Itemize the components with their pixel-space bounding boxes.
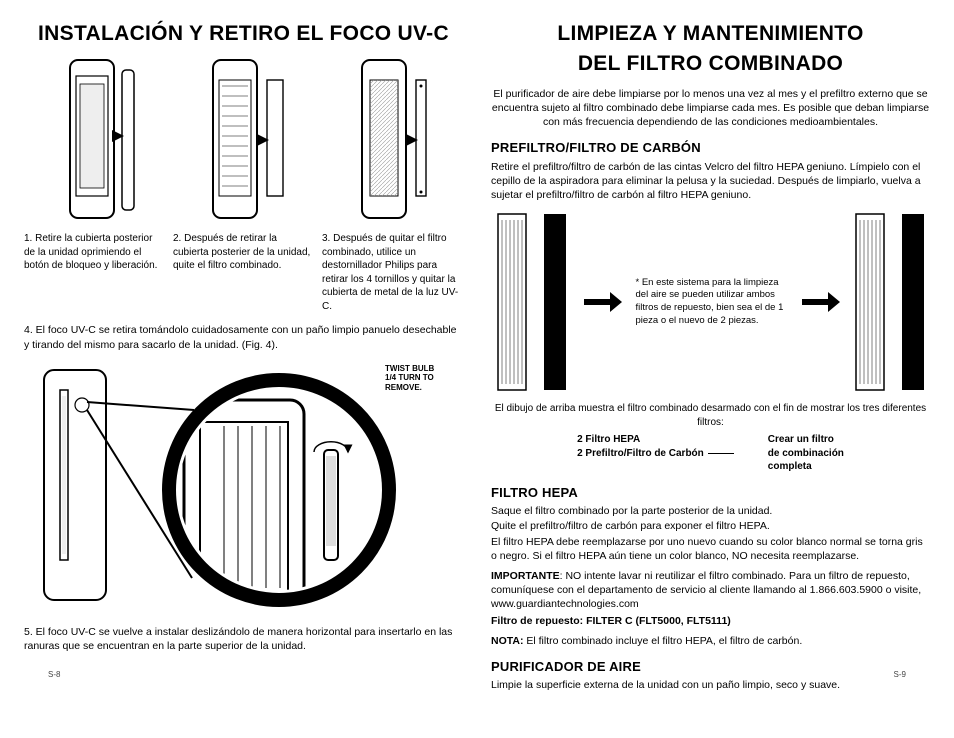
figure-4: TWIST BULB 1/4 TURN TO REMOVE.: [24, 360, 463, 625]
p-hepa2: Quite el prefiltro/filtro de carbón para…: [491, 519, 930, 533]
h-hepa: FILTRO HEPA: [491, 484, 930, 502]
p-purif: Limpie la superficie externa de la unida…: [491, 678, 930, 692]
combo-a2: 2 Prefiltro/Filtro de Carbón: [577, 447, 738, 461]
right-title-2: DEL FILTRO COMBINADO: [491, 50, 930, 78]
combo-b1: Crear un filtro: [768, 433, 844, 447]
twist-label: TWIST BULB 1/4 TURN TO REMOVE.: [385, 364, 445, 393]
filter-hepa-icon: [854, 212, 886, 392]
step-2-text: 2. Después de retirar la cubierta poster…: [173, 232, 314, 273]
p-hepa3: El filtro HEPA debe reemplazarse por uno…: [491, 535, 930, 563]
combo-caption: El dibujo de arriba muestra el filtro co…: [491, 402, 930, 429]
filter-carbon-icon: [542, 212, 568, 392]
step-5-text: 5. El foco UV-C se vuelve a instalar des…: [24, 625, 463, 653]
step-1-text: 1. Retire la cubierta posterior de la un…: [24, 232, 165, 273]
combo-a1: 2 Filtro HEPA: [577, 433, 738, 447]
h-purif: PURIFICADOR DE AIRE: [491, 658, 930, 676]
h-prefiltro: PREFILTRO/FILTRO DE CARBÓN: [491, 139, 930, 157]
intro-text: El purificador de aire debe limpiarse po…: [491, 87, 930, 130]
right-title-1: LIMPIEZA Y MANTENIMIENTO: [491, 20, 930, 48]
p-hepa1: Saque el filtro combinado por la parte p…: [491, 504, 930, 518]
page-num-right: S-9: [894, 670, 906, 681]
nota: NOTA: El filtro combinado incluye el fil…: [491, 634, 930, 648]
figure-4-svg: [24, 360, 444, 620]
important-note: IMPORTANTE: NO intente lavar ni reutiliz…: [491, 569, 930, 612]
tower-icon-3: [338, 56, 448, 226]
page-num-left: S-8: [48, 670, 60, 681]
step-2: 2. Después de retirar la cubierta poster…: [173, 56, 314, 313]
steps-row: 1. Retire la cubierta posterior de la un…: [24, 56, 463, 313]
step-1: 1. Retire la cubierta posterior de la un…: [24, 56, 165, 313]
step-3-text: 3. Después de quitar el filtro combinado…: [322, 232, 463, 313]
left-title: INSTALACIÓN Y RETIRO EL FOCO UV-C: [24, 20, 463, 48]
filters-note: * En este sistema para la limpieza del a…: [636, 277, 786, 328]
tower-icon-1: [40, 56, 150, 226]
p-repuesto: Filtro de repuesto: FILTER C (FLT5000, F…: [491, 614, 930, 628]
arrow-icon: [800, 290, 840, 314]
combo-b3: completa: [768, 460, 844, 474]
filter-diagram: * En este sistema para la limpieza del a…: [491, 212, 930, 392]
combo-labels: 2 Filtro HEPA 2 Prefiltro/Filtro de Carb…: [491, 433, 930, 474]
arrow-icon: [582, 290, 622, 314]
tower-icon-2: [189, 56, 299, 226]
step-3: 3. Después de quitar el filtro combinado…: [322, 56, 463, 313]
combo-b2: de combinación: [768, 447, 844, 461]
filter-hepa-icon: [496, 212, 528, 392]
p-prefiltro: Retire el prefiltro/filtro de carbón de …: [491, 160, 930, 203]
step-4-text: 4. El foco UV-C se retira tomándolo cuid…: [24, 323, 463, 351]
filter-carbon-icon: [900, 212, 926, 392]
